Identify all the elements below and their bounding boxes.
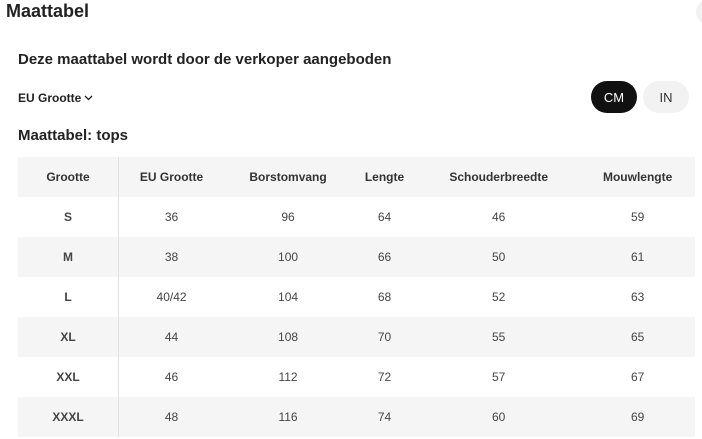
- table-cell: 74: [377, 410, 392, 424]
- table-cell: 112: [278, 370, 298, 384]
- table-cell: 60: [491, 410, 506, 424]
- table-cell: 57: [491, 370, 506, 384]
- table-row: L 40/42 104 68 52 63: [18, 277, 695, 317]
- table-cell: S: [18, 197, 119, 237]
- table-row: M 38 100 66 50 61: [18, 237, 695, 277]
- table-cell: M: [18, 237, 119, 277]
- table-cell: XXXL: [18, 397, 119, 437]
- table-cell: 116: [278, 410, 298, 424]
- column-header: Mouwlengte: [602, 170, 673, 184]
- table-cell: 104: [278, 290, 299, 304]
- title: Maattabel: [6, 1, 90, 21]
- column-header: Borstomvang: [249, 170, 327, 184]
- table-cell: 48: [164, 410, 179, 424]
- table-cell: 100: [278, 250, 299, 264]
- table-row: XXXL 48 116 74 60 69: [18, 397, 695, 437]
- table-cell: 36: [164, 210, 179, 224]
- table-cell: 40/42: [156, 290, 187, 304]
- column-header: Grootte: [18, 157, 119, 197]
- column-header: Lengte: [364, 170, 405, 184]
- close-button[interactable]: [696, 0, 702, 24]
- table-row: XL 44 108 70 55 65: [18, 317, 695, 357]
- column-header: EU Grootte: [139, 170, 204, 184]
- table-cell: 38: [164, 250, 179, 264]
- table-cell: 68: [377, 290, 392, 304]
- header-row: Grootte EU Grootte Borstomvang Lengte Schoud…: [18, 157, 695, 197]
- table-cell: 70: [377, 330, 392, 344]
- table-cell: 50: [491, 250, 506, 264]
- table-cell: 64: [377, 210, 392, 224]
- table-cell: 65: [630, 330, 645, 344]
- table-cell: 63: [630, 290, 645, 304]
- dropdown-label: EU Grootte: [18, 91, 82, 105]
- table-cell: 69: [630, 410, 645, 424]
- table-cell: 46: [491, 210, 506, 224]
- table-row: XXL 46 112 72 57 67: [18, 357, 695, 397]
- table-cell: XL: [18, 317, 119, 357]
- table-cell: 59: [630, 210, 645, 224]
- size-dropdown[interactable]: EU Grootte: [18, 91, 93, 105]
- unit-button[interactable]: IN: [643, 81, 689, 113]
- table-row: S 36 96 64 46 59: [18, 197, 695, 237]
- table-cell: 72: [377, 370, 392, 384]
- table-cell: 44: [164, 330, 179, 344]
- column-header: Schouderbreedte: [449, 170, 549, 184]
- subtitle: Deze maattabel wordt door de verkoper aa…: [18, 51, 392, 68]
- table-cell: 66: [377, 250, 392, 264]
- table-cell: 67: [630, 370, 645, 384]
- table-cell: 46: [164, 370, 179, 384]
- table-cell: 96: [281, 210, 295, 224]
- table-cell: L: [18, 277, 119, 317]
- unit-button[interactable]: CM: [591, 81, 637, 113]
- table-cell: 52: [491, 290, 506, 304]
- table-cell: 61: [630, 250, 645, 264]
- table-cell: 55: [491, 330, 506, 344]
- chevron: [84, 95, 93, 101]
- table-title: Maattabel: tops: [18, 127, 129, 144]
- table-cell: XXL: [18, 357, 119, 397]
- table-cell: 108: [278, 330, 299, 344]
- size-table: Grootte EU Grootte Borstomvang Lengte Schoud…: [18, 157, 695, 437]
